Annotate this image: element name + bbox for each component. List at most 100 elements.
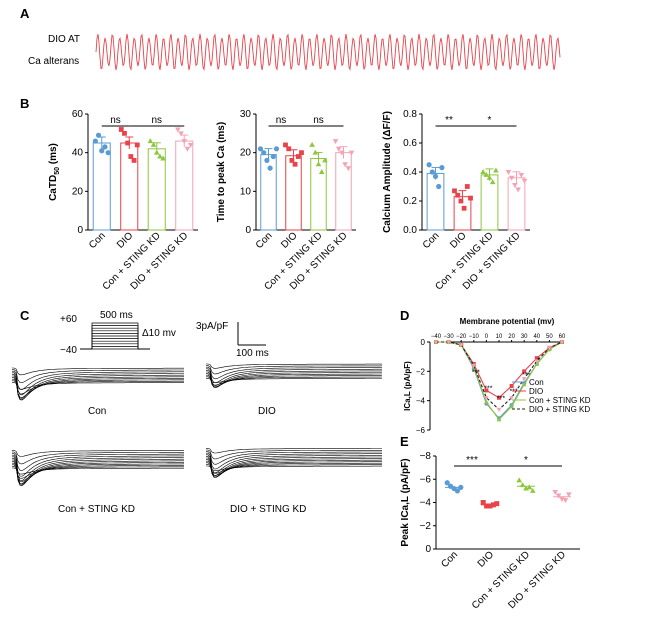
x-tick-label: 20	[508, 334, 515, 340]
data-point	[480, 169, 486, 174]
data-point	[512, 183, 518, 189]
series-point	[496, 417, 502, 422]
data-point	[332, 139, 339, 145]
data-point	[292, 161, 298, 167]
legend-label: Con	[529, 378, 544, 387]
trace-label-con-sting-kd: Con + STING KD	[58, 504, 135, 515]
scale-bar: 3pA/pF 100 ms	[196, 321, 269, 359]
current-trace	[206, 448, 382, 454]
data-point	[518, 172, 525, 178]
y-tick-label: 0	[425, 544, 431, 555]
current-trace	[206, 460, 382, 478]
current-trace	[206, 457, 382, 478]
protocol-step-line	[91, 325, 139, 349]
data-point	[484, 503, 490, 509]
data-point	[552, 490, 558, 496]
series-point	[547, 346, 552, 351]
trace-label-dio: DIO	[258, 406, 276, 417]
x-tick-label: 30	[521, 334, 528, 340]
y-axis-title: CaTD50 (ms)	[48, 143, 61, 201]
current-trace	[206, 371, 382, 388]
series-point	[534, 356, 539, 361]
y-tick-label: −4	[416, 397, 426, 406]
data-point	[555, 493, 562, 499]
data-point	[102, 144, 108, 150]
current-trace	[206, 452, 382, 470]
series-point	[484, 388, 489, 393]
current-trace	[12, 466, 184, 479]
data-point	[339, 150, 345, 156]
panel-letter-a: A	[20, 6, 30, 21]
current-trace	[12, 467, 184, 475]
data-point	[436, 183, 442, 190]
y-tick-label: 60	[72, 109, 84, 120]
data-point	[493, 167, 499, 173]
significance-label: ***	[466, 455, 478, 466]
data-point	[131, 158, 137, 163]
series-point	[521, 382, 527, 387]
data-point	[118, 127, 124, 132]
data-point	[426, 162, 432, 168]
data-point	[458, 198, 464, 204]
data-point	[468, 195, 473, 201]
current-trace	[12, 459, 184, 486]
current-trace	[206, 456, 382, 476]
protocol-v-low: −40	[60, 345, 77, 356]
data-point	[348, 150, 355, 156]
current-trace	[12, 461, 185, 486]
protocol-step-line	[91, 340, 139, 349]
y-tick-label: 0.2	[403, 196, 417, 207]
bar	[175, 140, 194, 231]
protocol-v-high: +60	[60, 314, 77, 325]
bar	[426, 172, 445, 231]
current-trace	[12, 451, 184, 465]
current-trace	[206, 451, 382, 465]
data-point	[526, 484, 533, 490]
current-trace	[206, 449, 382, 460]
x-tick-label: Con	[254, 230, 275, 251]
current-trace	[206, 373, 382, 388]
data-point	[178, 131, 184, 137]
data-point	[444, 480, 450, 486]
data-point	[309, 141, 315, 147]
data-point	[315, 161, 322, 167]
protocol-duration: 500 ms	[100, 310, 133, 321]
current-trace	[206, 378, 382, 383]
data-point	[95, 132, 102, 138]
series-point	[534, 359, 540, 364]
data-point	[128, 154, 134, 159]
significance-label: *	[524, 455, 528, 466]
current-trace	[12, 369, 184, 384]
y-tick-label: 0.4	[403, 167, 417, 178]
data-point	[458, 484, 464, 490]
protocol-step: Δ10 mv	[142, 328, 176, 339]
protocol-step-line	[91, 322, 139, 349]
bar	[507, 177, 526, 231]
current-trace	[206, 459, 382, 478]
panel-letter-c: C	[20, 308, 30, 323]
data-point	[125, 140, 131, 146]
legend-label: DIO	[529, 387, 543, 396]
data-point	[264, 157, 270, 163]
data-point	[270, 153, 276, 160]
series-point	[509, 396, 514, 401]
bar	[92, 142, 111, 231]
current-trace	[206, 365, 383, 375]
panel-letter-b: B	[20, 96, 29, 111]
series-point	[534, 361, 540, 366]
current-trace	[12, 370, 184, 390]
data-point	[335, 146, 342, 152]
data-point	[489, 179, 496, 185]
data-point	[464, 184, 470, 189]
bar	[147, 148, 166, 231]
data-point	[147, 138, 154, 144]
data-point	[429, 169, 435, 175]
significance-label: ns	[110, 115, 121, 126]
current-trace	[12, 450, 184, 457]
data-point	[273, 146, 280, 152]
y-tick-label: 40	[72, 148, 84, 159]
bar	[310, 157, 327, 231]
current-trace	[206, 366, 383, 380]
current-traces	[12, 363, 383, 486]
